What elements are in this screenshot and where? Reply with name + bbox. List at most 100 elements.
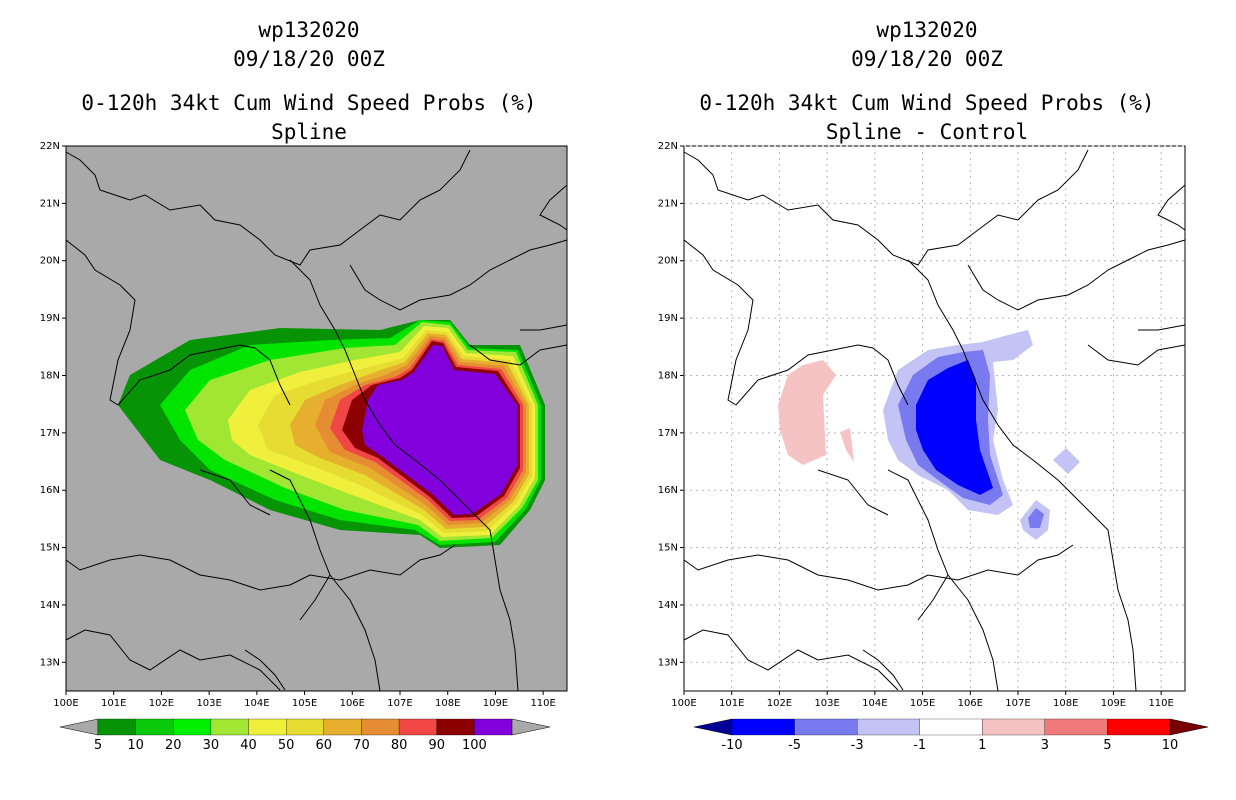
left-panel: wp132020 09/18/20 00Z 0-120h 34kt Cum Wi… <box>40 18 568 753</box>
lat-tick-label: 22N <box>658 141 678 152</box>
colorbar-swatch <box>794 718 858 736</box>
lon-tick-label: 107E <box>387 698 412 709</box>
colorbar-swatch <box>286 718 324 736</box>
lat-tick-label: 15N <box>658 543 678 554</box>
lon-tick-label: 100E <box>671 698 696 709</box>
colorbar-label: -5 <box>788 738 801 753</box>
gridlines <box>684 145 1185 691</box>
colorbar-swatch <box>982 718 1046 736</box>
lat-tick-label: 16N <box>658 485 678 496</box>
diff-pos-1-3b <box>840 428 854 462</box>
diff-pos-1-3 <box>778 360 836 465</box>
lon-tick-label: 102E <box>149 698 174 709</box>
diff-neg-3-5b <box>1028 508 1044 528</box>
lon-tick-label: 103E <box>814 698 839 709</box>
colorbar-label: 80 <box>391 738 408 753</box>
colorbar-label: 10 <box>127 738 144 753</box>
lon-tick-label: 107E <box>1005 698 1030 709</box>
coastlines-borders <box>65 149 568 692</box>
colorbar-label: 30 <box>203 738 220 753</box>
datetime: 09/18/20 00Z <box>851 47 1003 71</box>
colorbar-label: 5 <box>94 738 102 753</box>
colorbar: -10 -5 -3 -1 1 3 5 10 <box>693 718 1209 753</box>
lat-tick-label: 14N <box>658 600 678 611</box>
lat-tick-label: 13N <box>40 657 60 668</box>
colorbar-label: 5 <box>1103 738 1111 753</box>
lon-tick-label: 110E <box>530 698 555 709</box>
lon-tick-label: 100E <box>53 698 78 709</box>
colorbar-label: 20 <box>165 738 182 753</box>
lat-tick-label: 19N <box>658 313 678 324</box>
colorbar-arrow-left <box>59 718 99 736</box>
lat-tick-label: 20N <box>658 256 678 267</box>
lat-tick-label: 21N <box>658 198 678 209</box>
colorbar-label: 100 <box>462 738 487 753</box>
right-panel: wp132020 09/18/20 00Z 0-120h 34kt Cum Wi… <box>618 0 1236 800</box>
colorbar-swatch <box>856 718 920 736</box>
diff-neg-5-10 <box>916 360 993 495</box>
colorbar-label: -1 <box>913 738 926 753</box>
product-title: 0-120h 34kt Cum Wind Speed Probs (%) <box>81 91 537 115</box>
panel-subtitle: Spline <box>271 120 347 144</box>
lat-tick-label: 17N <box>658 428 678 439</box>
diff-neg-1-3c <box>1053 448 1080 474</box>
lat-tick-label: 17N <box>40 428 60 439</box>
lon-ticks: 100E 101E 102E 103E 104E 105E 106E 107E 108E 109E… <box>671 691 1174 709</box>
colorbar-swatch <box>731 718 795 736</box>
lon-tick-label: 101E <box>719 698 744 709</box>
lat-tick-label: 15N <box>40 543 60 554</box>
colorbar-swatch <box>919 718 983 736</box>
colorbar-label: 40 <box>240 738 257 753</box>
lon-tick-label: 105E <box>910 698 935 709</box>
prob-90-100 <box>362 345 517 515</box>
colorbar-swatch <box>398 718 437 736</box>
probability-shading <box>118 320 545 548</box>
panel-subtitle: Spline - Control <box>825 120 1029 144</box>
storm-id: wp132020 <box>876 18 978 42</box>
colorbar-swatch <box>323 718 362 736</box>
lat-tick-label: 14N <box>40 600 60 611</box>
lon-tick-label: 108E <box>1053 698 1078 709</box>
lon-tick-label: 101E <box>101 698 126 709</box>
lat-tick-label: 18N <box>40 370 60 381</box>
datetime: 09/18/20 00Z <box>233 47 385 71</box>
colorbar-swatch <box>361 718 400 736</box>
lat-ticks: 13N 14N 15N 16N 17N 18N 19N 20N 21N 22N <box>658 141 684 668</box>
colorbar-label: 3 <box>1041 738 1049 753</box>
lon-tick-label: 108E <box>435 698 460 709</box>
colorbar-label: 50 <box>278 738 295 753</box>
lat-tick-label: 19N <box>40 313 60 324</box>
colorbar-swatch <box>436 718 475 736</box>
lon-tick-label: 106E <box>340 698 365 709</box>
lat-tick-label: 16N <box>40 485 60 496</box>
storm-id: wp132020 <box>258 18 360 42</box>
difference-shading <box>778 330 1080 540</box>
colorbar-label: -3 <box>851 738 864 753</box>
colorbar-swatch <box>1044 718 1108 736</box>
colorbar-swatch <box>474 718 513 736</box>
lon-tick-label: 109E <box>483 698 508 709</box>
map-plot: 13N 14N 15N 16N 17N 18N 19N 20N 21N 22N 100E 101E 1… <box>658 141 1209 753</box>
lon-tick-label: 105E <box>292 698 317 709</box>
colorbar-swatch <box>1107 718 1171 736</box>
colorbar-arrow-right <box>511 718 551 736</box>
colorbar-arrow-right <box>1169 718 1209 736</box>
colorbar-swatch <box>210 718 249 736</box>
colorbar-swatch <box>135 718 174 736</box>
lon-tick-label: 106E <box>958 698 983 709</box>
lat-ticks: 13N 14N 15N 16N 17N 18N 19N 20N 21N 22N <box>40 141 66 668</box>
lon-tick-label: 103E <box>196 698 221 709</box>
colorbar-label: 90 <box>428 738 445 753</box>
colorbar-label: 70 <box>353 738 370 753</box>
colorbar-label: 10 <box>1162 738 1179 753</box>
lon-tick-label: 109E <box>1101 698 1126 709</box>
colorbar-swatch <box>97 718 136 736</box>
lat-tick-label: 13N <box>658 657 678 668</box>
lon-tick-label: 104E <box>244 698 269 709</box>
lat-tick-label: 18N <box>658 370 678 381</box>
colorbar-label: 1 <box>978 738 986 753</box>
lon-tick-label: 102E <box>767 698 792 709</box>
colorbar-swatch <box>248 718 287 736</box>
colorbar: 5 10 20 30 40 50 60 70 80 90 100 <box>59 718 551 753</box>
